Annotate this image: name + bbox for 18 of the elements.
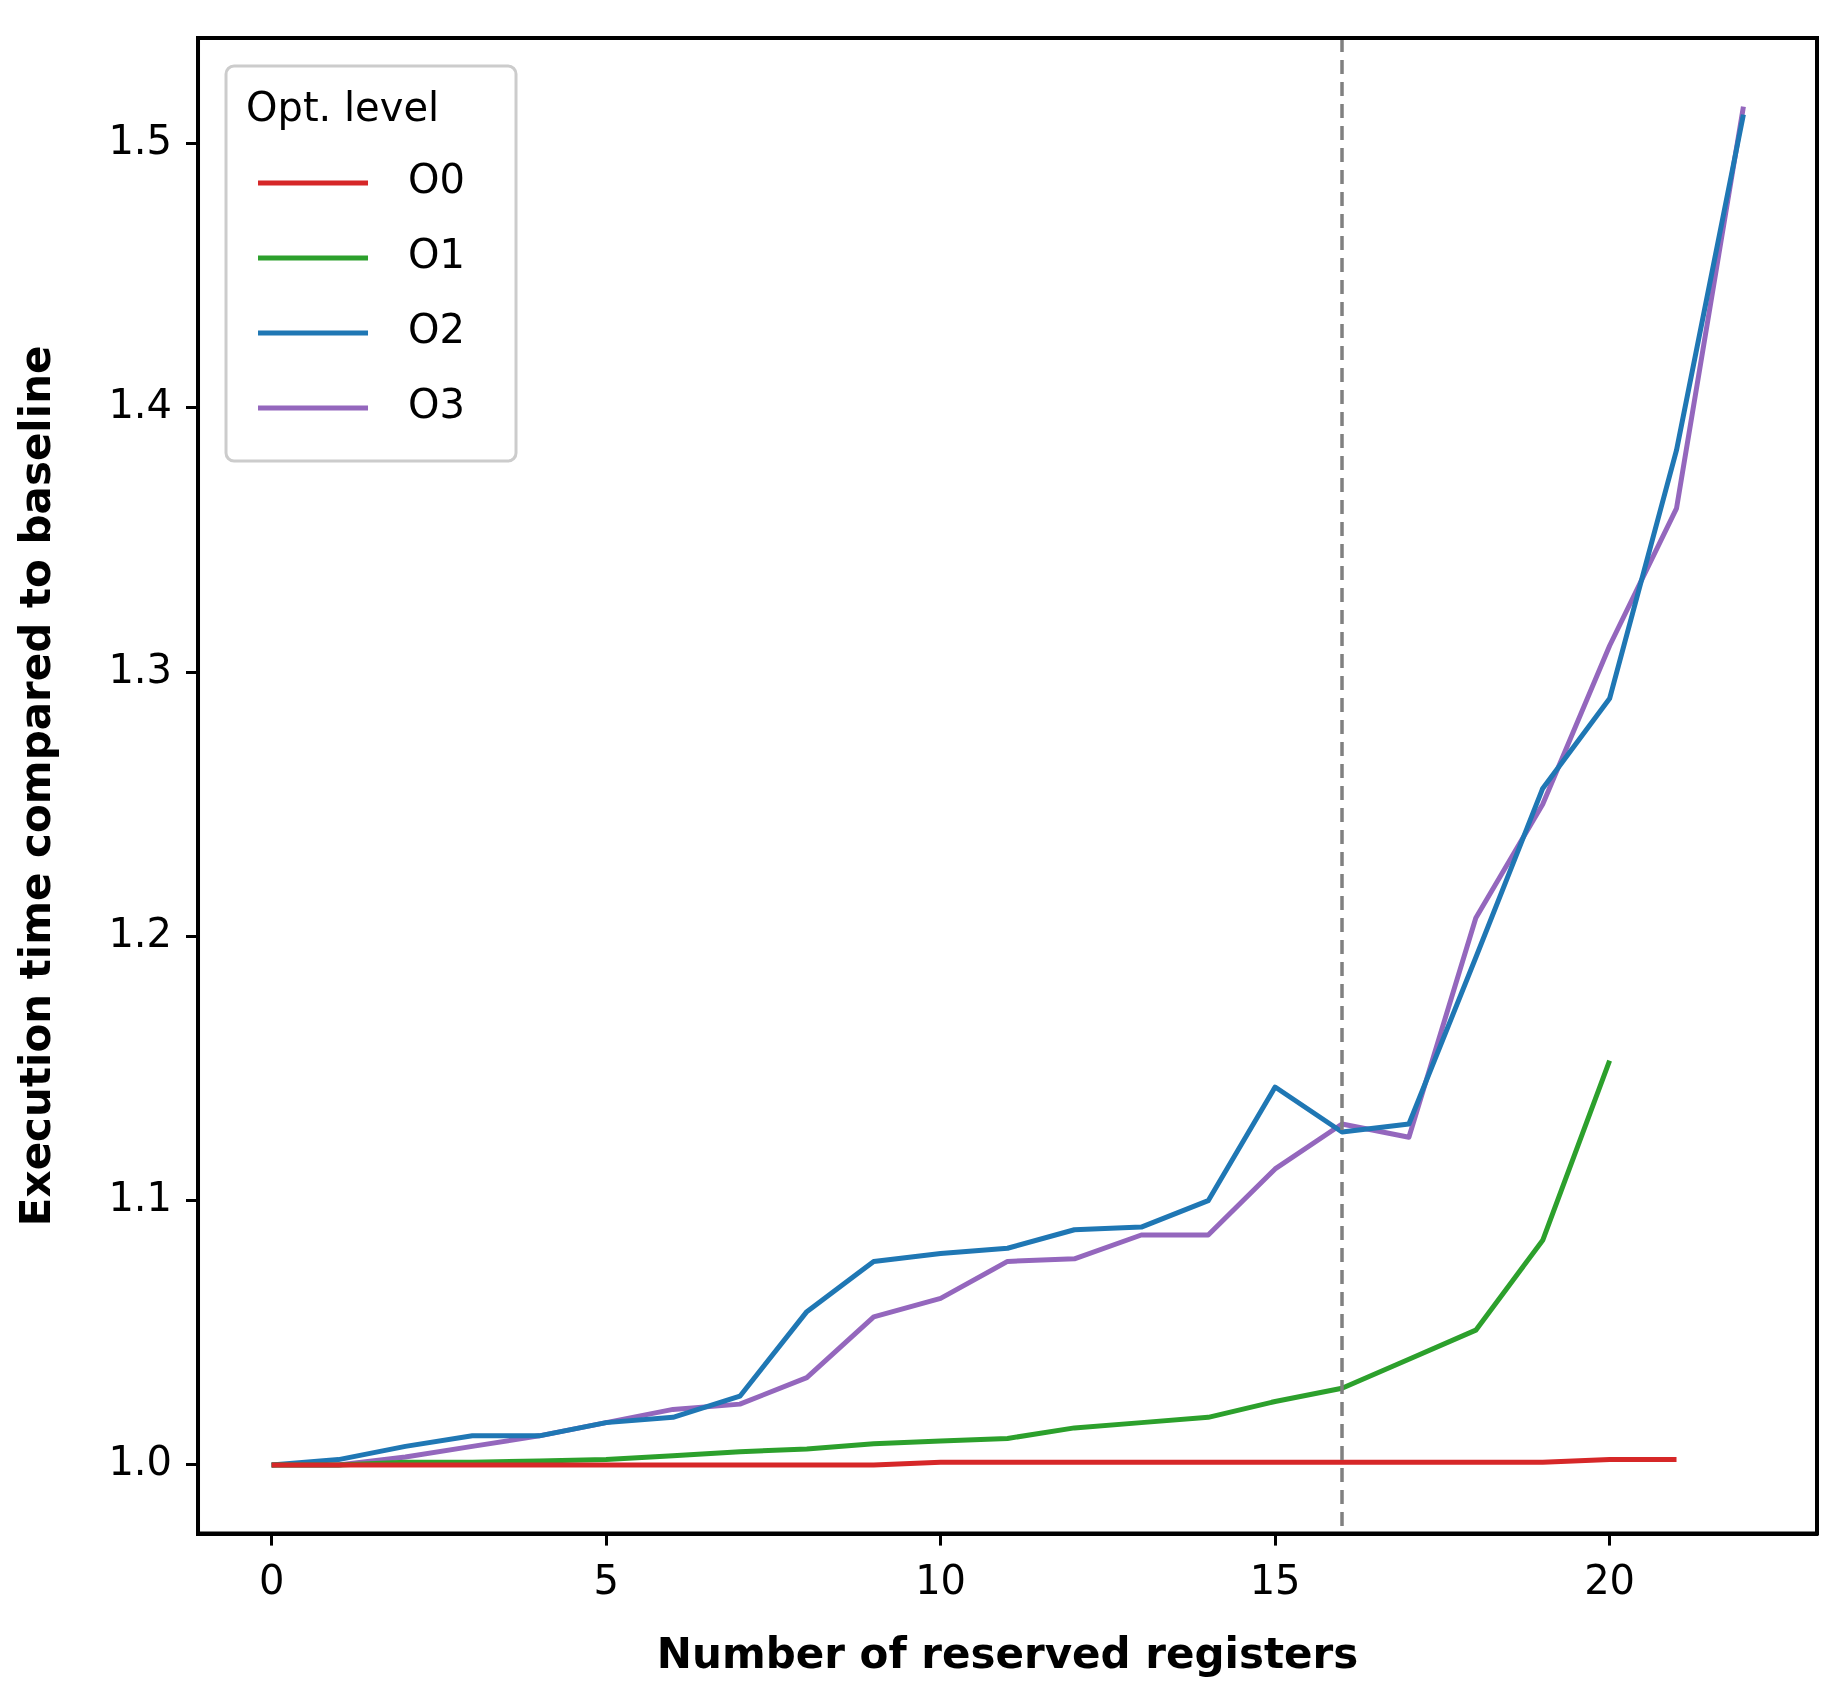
legend-label: O3	[408, 381, 465, 428]
legend-title: Opt. level	[246, 84, 440, 131]
x-tick-label: 15	[1249, 1556, 1301, 1603]
legend-label: O1	[408, 231, 465, 278]
x-axis-title: Number of reserved registers	[656, 1628, 1359, 1678]
y-tick-label: 1.1	[108, 1174, 173, 1221]
y-tick-label: 1.3	[108, 645, 173, 692]
legend-label: O0	[408, 156, 465, 203]
x-tick-label: 5	[593, 1556, 619, 1603]
x-tick-label: 10	[915, 1556, 967, 1603]
y-tick-label: 1.2	[108, 909, 173, 956]
x-tick-label: 20	[1584, 1556, 1636, 1603]
y-axis-title: Execution time compared to baseline	[11, 345, 61, 1227]
legend-label: O2	[408, 306, 465, 353]
y-tick-label: 1.0	[108, 1438, 173, 1485]
x-tick-label: 0	[258, 1556, 285, 1603]
y-tick-label: 1.4	[108, 381, 173, 428]
y-tick-label: 1.5	[108, 117, 173, 164]
